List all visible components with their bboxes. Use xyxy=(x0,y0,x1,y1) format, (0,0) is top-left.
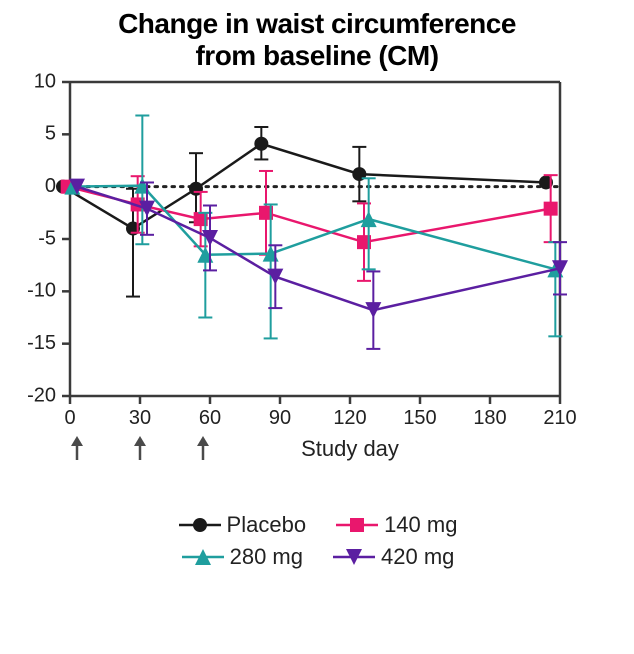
x-tick-label: 60 xyxy=(199,407,221,429)
legend: Placebo 140 mg 280 mg 420 mg xyxy=(107,512,527,570)
x-tick-label: 210 xyxy=(543,407,576,429)
dose-arrow-icon xyxy=(134,436,146,460)
y-tick-label: -20 xyxy=(27,385,56,407)
x-tick-label: 180 xyxy=(473,407,506,429)
y-tick-label: -10 xyxy=(27,280,56,302)
legend-item-280mg: 280 mg xyxy=(180,544,303,570)
legend-swatch-420mg xyxy=(331,546,377,568)
y-tick-label: 10 xyxy=(34,72,56,92)
y-tick-label: 5 xyxy=(45,123,56,145)
legend-swatch-140mg xyxy=(334,514,380,536)
legend-label: 140 mg xyxy=(384,512,457,538)
y-tick-label: 0 xyxy=(45,175,56,197)
x-axis-label: Study day xyxy=(301,436,399,461)
legend-label: 420 mg xyxy=(381,544,454,570)
series-Placebo xyxy=(56,127,553,297)
legend-item-420mg: 420 mg xyxy=(331,544,454,570)
chart-title: Change in waist circumference from basel… xyxy=(0,8,634,72)
x-tick-label: 150 xyxy=(403,407,436,429)
chart-svg: -20 -15 -10 -5 0 5 10 0 30 60 90 120 150 180 210 Study … xyxy=(0,72,580,512)
legend-item-140mg: 140 mg xyxy=(334,512,457,538)
series-420mg xyxy=(69,179,568,349)
chart-title-line2: from baseline (CM) xyxy=(0,40,634,72)
chart-area: -20 -15 -10 -5 0 5 10 0 30 60 90 120 150 180 210 Study … xyxy=(0,72,634,512)
legend-swatch-280mg xyxy=(180,546,226,568)
y-tick-label: -5 xyxy=(38,228,56,250)
dose-arrow-icon xyxy=(71,436,83,460)
legend-label: 280 mg xyxy=(230,544,303,570)
legend-label: Placebo xyxy=(227,512,307,538)
chart-title-line1: Change in waist circumference xyxy=(0,8,634,40)
x-tick-label: 90 xyxy=(269,407,291,429)
x-tick-label: 120 xyxy=(333,407,366,429)
x-tick-label: 0 xyxy=(64,407,75,429)
legend-item-Placebo: Placebo xyxy=(177,512,307,538)
legend-swatch-Placebo xyxy=(177,514,223,536)
dose-arrow-icon xyxy=(197,436,209,460)
x-tick-label: 30 xyxy=(129,407,151,429)
y-tick-label: -15 xyxy=(27,332,56,354)
